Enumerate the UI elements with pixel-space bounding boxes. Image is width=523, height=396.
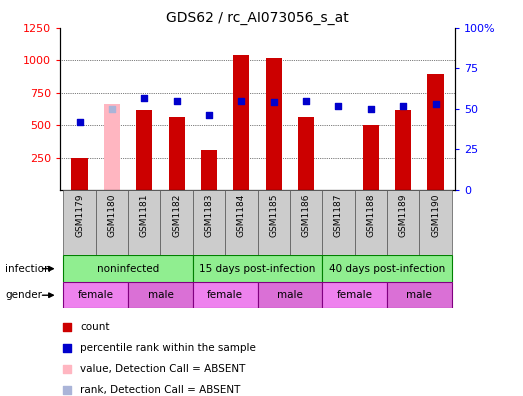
- Text: GSM1186: GSM1186: [302, 193, 311, 237]
- Bar: [322, 255, 452, 282]
- Bar: [193, 190, 225, 255]
- Bar: [355, 190, 387, 255]
- Bar: [257, 190, 290, 255]
- Point: [108, 106, 116, 112]
- Bar: [193, 255, 322, 282]
- Point: [205, 112, 213, 118]
- Text: GSM1187: GSM1187: [334, 193, 343, 237]
- Text: GSM1184: GSM1184: [237, 193, 246, 237]
- Text: 15 days post-infection: 15 days post-infection: [199, 264, 316, 274]
- Point: [399, 103, 407, 109]
- Bar: [72, 158, 88, 190]
- Bar: [419, 190, 452, 255]
- Point: [63, 345, 71, 352]
- Bar: [128, 190, 161, 255]
- Text: GSM1182: GSM1182: [172, 193, 181, 237]
- Text: female: female: [78, 290, 113, 300]
- Text: value, Detection Call = ABSENT: value, Detection Call = ABSENT: [80, 364, 245, 374]
- Bar: [161, 190, 193, 255]
- Bar: [63, 282, 128, 308]
- Point: [334, 103, 343, 109]
- Text: noninfected: noninfected: [97, 264, 159, 274]
- Text: GSM1183: GSM1183: [204, 193, 213, 237]
- Bar: [322, 190, 355, 255]
- Point: [63, 387, 71, 393]
- Text: GSM1188: GSM1188: [366, 193, 376, 237]
- Text: female: female: [337, 290, 373, 300]
- Text: male: male: [277, 290, 303, 300]
- Bar: [266, 57, 282, 190]
- Text: GSM1179: GSM1179: [75, 193, 84, 237]
- Bar: [363, 125, 379, 190]
- Bar: [104, 105, 120, 190]
- Point: [269, 99, 278, 106]
- Bar: [387, 282, 452, 308]
- Bar: [387, 190, 419, 255]
- Point: [237, 97, 246, 104]
- Bar: [322, 282, 387, 308]
- Bar: [136, 110, 152, 190]
- Bar: [233, 55, 249, 190]
- Text: infection: infection: [5, 264, 51, 274]
- Text: gender: gender: [5, 290, 42, 300]
- Text: male: male: [147, 290, 174, 300]
- Text: male: male: [406, 290, 433, 300]
- Text: GSM1190: GSM1190: [431, 193, 440, 237]
- Bar: [298, 117, 314, 190]
- Point: [63, 366, 71, 372]
- Text: GSM1185: GSM1185: [269, 193, 278, 237]
- Text: count: count: [80, 322, 110, 333]
- Bar: [63, 255, 193, 282]
- Bar: [193, 282, 257, 308]
- Bar: [427, 74, 444, 190]
- Bar: [96, 190, 128, 255]
- Bar: [128, 282, 193, 308]
- Text: 40 days post-infection: 40 days post-infection: [329, 264, 445, 274]
- Text: GSM1181: GSM1181: [140, 193, 149, 237]
- Bar: [395, 110, 411, 190]
- Point: [367, 106, 375, 112]
- Point: [75, 119, 84, 125]
- Bar: [168, 117, 185, 190]
- Point: [302, 97, 310, 104]
- Text: female: female: [207, 290, 243, 300]
- Point: [173, 97, 181, 104]
- Point: [431, 101, 440, 107]
- Text: GSM1189: GSM1189: [399, 193, 408, 237]
- Text: rank, Detection Call = ABSENT: rank, Detection Call = ABSENT: [80, 385, 241, 395]
- Bar: [63, 190, 96, 255]
- Point: [140, 94, 149, 101]
- Bar: [201, 150, 217, 190]
- Bar: [290, 190, 322, 255]
- Point: [63, 324, 71, 331]
- Title: GDS62 / rc_AI073056_s_at: GDS62 / rc_AI073056_s_at: [166, 11, 349, 25]
- Bar: [257, 282, 322, 308]
- Bar: [225, 190, 258, 255]
- Text: GSM1180: GSM1180: [107, 193, 117, 237]
- Text: percentile rank within the sample: percentile rank within the sample: [80, 343, 256, 353]
